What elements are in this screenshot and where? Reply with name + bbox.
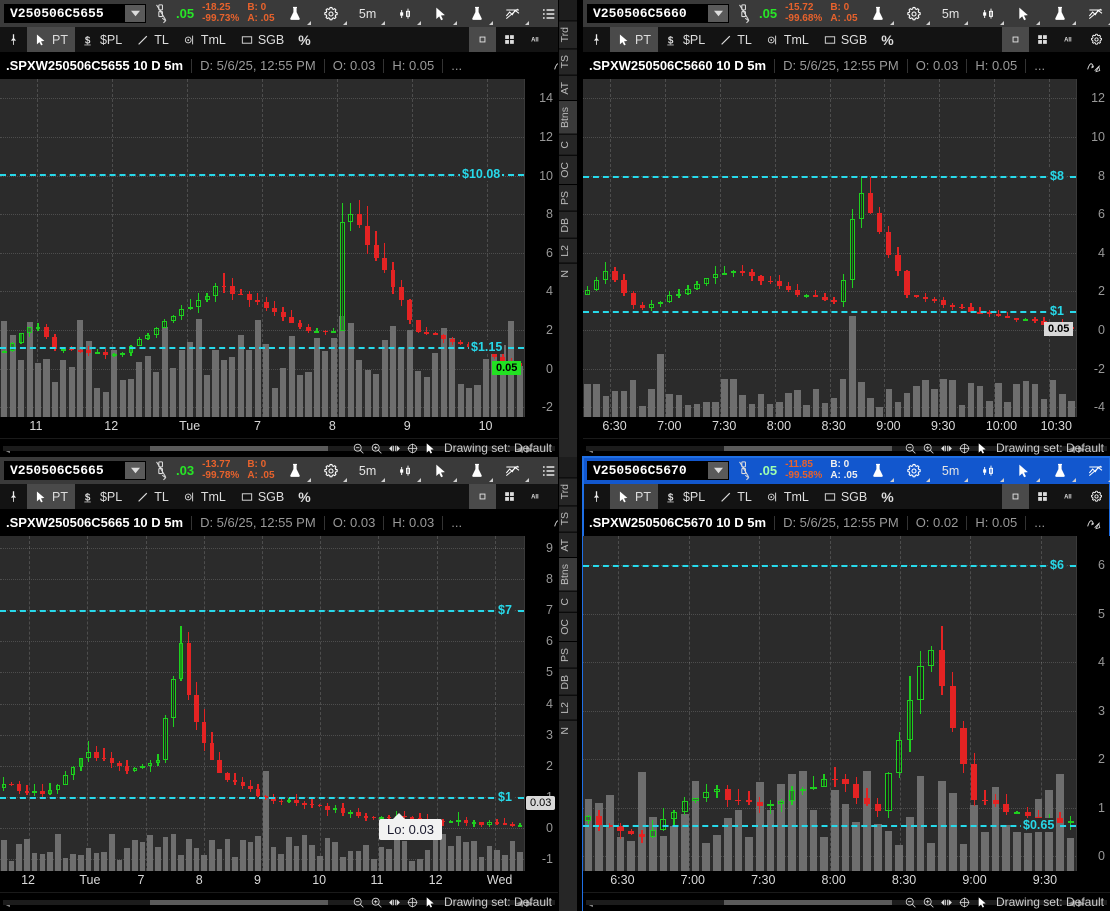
svg-text:All: All (1064, 38, 1072, 44)
svg-text:All: All (1064, 495, 1072, 501)
svg-text:All: All (531, 38, 539, 44)
svg-text:All: All (531, 495, 539, 501)
